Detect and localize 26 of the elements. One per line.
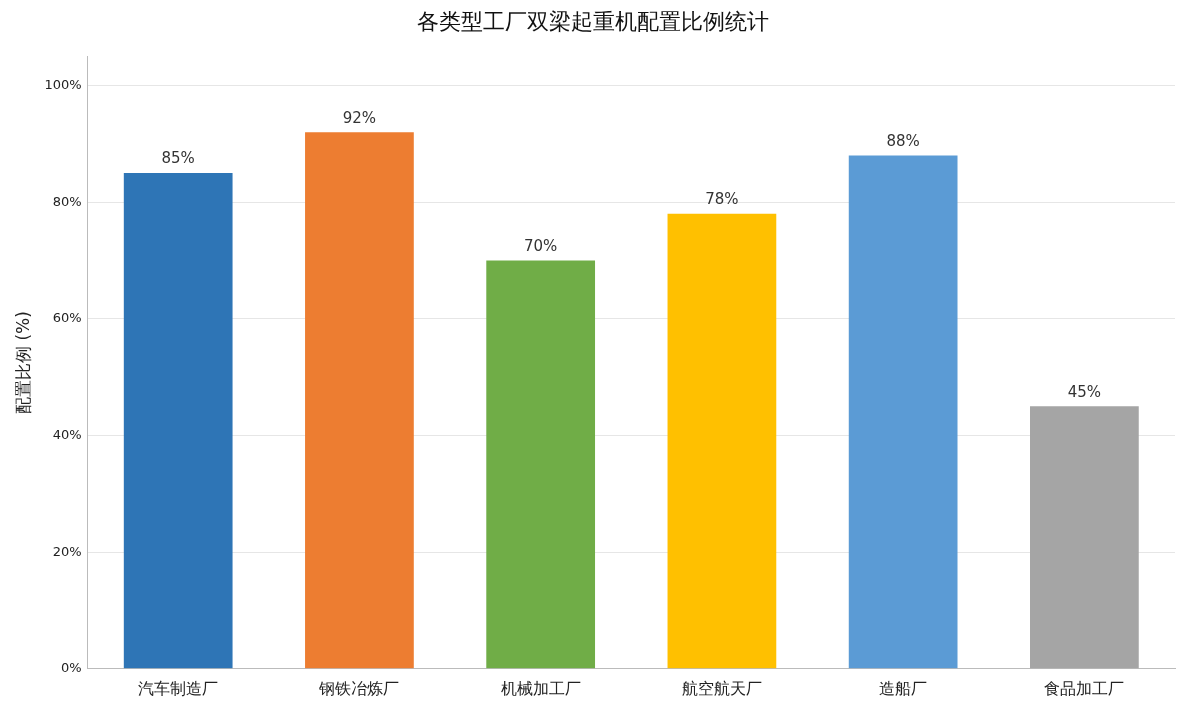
- x-tick-label: 食品加工厂: [1044, 678, 1125, 698]
- x-tick-label: 航空航天厂: [681, 678, 762, 698]
- y-tick-label: 100%: [44, 76, 82, 92]
- y-tick-label: 60%: [52, 310, 82, 326]
- x-tick-label: 汽车制造厂: [138, 678, 219, 698]
- bar: [667, 213, 777, 669]
- bar: [123, 173, 233, 669]
- bar: [486, 260, 596, 669]
- data-label: 70%: [523, 236, 558, 255]
- bar: [848, 155, 958, 669]
- x-tick-label: 造船厂: [879, 678, 928, 698]
- y-tick-label: 20%: [52, 543, 82, 559]
- data-label: 88%: [886, 131, 920, 150]
- data-label: 45%: [1067, 382, 1102, 401]
- y-tick-label: 0%: [60, 660, 82, 676]
- bar: [305, 132, 414, 669]
- y-axis-title: 配置比例 (%): [12, 311, 33, 415]
- x-tick-label: 钢铁冶炼厂: [318, 678, 400, 698]
- chart-title: 各类型工厂双梁起重机配置比例统计: [416, 8, 769, 34]
- data-label: 92%: [342, 108, 377, 127]
- data-label: 85%: [161, 149, 195, 168]
- x-tick-label: 机械加工厂: [500, 678, 581, 698]
- bar: [1030, 406, 1139, 669]
- y-tick-label: 80%: [52, 193, 82, 209]
- y-tick-label: 40%: [52, 426, 82, 442]
- data-label: 78%: [705, 190, 739, 209]
